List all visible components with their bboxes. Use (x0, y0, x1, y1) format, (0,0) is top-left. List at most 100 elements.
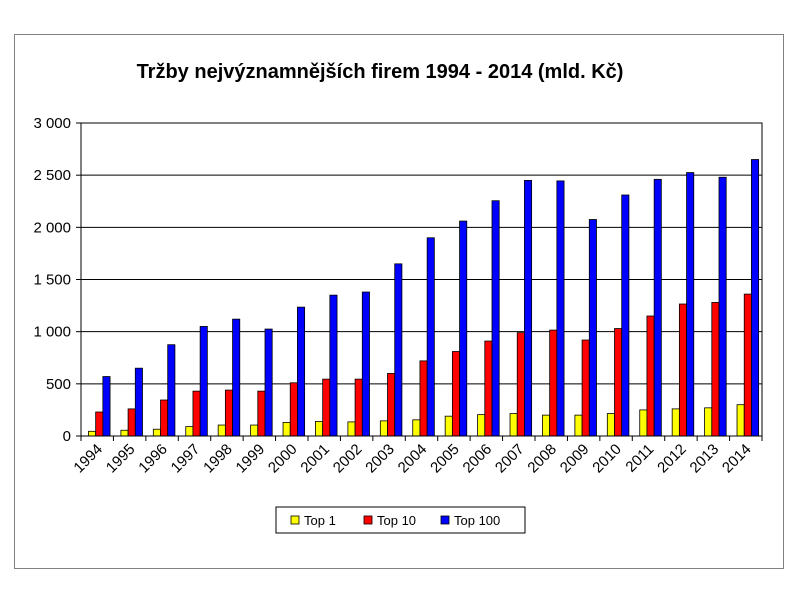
x-axis-ticks: 1994199519961997199819992000200120022003… (70, 436, 763, 477)
y-tick-label: 500 (46, 376, 71, 393)
bar-top-10-1994 (95, 411, 104, 437)
bar-top-1-2003 (379, 420, 388, 437)
bar-top-100-1996 (167, 344, 176, 437)
bar-top-1-2000 (282, 422, 291, 437)
bar-top-1-2014 (736, 404, 745, 437)
bar-top-10-2014 (743, 293, 752, 437)
bar-top-10-2011 (646, 315, 655, 437)
x-tick-label: 1995 (103, 441, 139, 477)
bar-top-10-2010 (614, 328, 623, 437)
bar-top-10-2006 (484, 340, 493, 437)
bar-top-10-2002 (354, 378, 363, 437)
x-tick-label: 2000 (265, 441, 301, 477)
x-tick-label: 1999 (233, 441, 269, 477)
x-tick-label: 2013 (687, 441, 723, 477)
bar-top-100-2008 (556, 180, 565, 437)
bar-top-100-1994 (102, 376, 111, 437)
bar-top-100-2001 (329, 294, 338, 437)
bar-top-1-1998 (217, 424, 226, 437)
x-tick-label: 2014 (719, 441, 755, 477)
x-tick-label: 1996 (135, 441, 171, 477)
x-tick-label: 2010 (589, 441, 625, 477)
bar-top-100-2003 (394, 263, 403, 437)
x-tick-label: 2007 (492, 441, 528, 477)
y-tick-label: 0 (63, 428, 71, 445)
x-tick-label: 2002 (330, 441, 366, 477)
x-tick-label: 2003 (362, 441, 398, 477)
legend-label: Top 10 (377, 513, 416, 528)
x-tick-label: 2005 (427, 441, 463, 477)
y-tick-label: 1 500 (33, 272, 71, 289)
bar-top-10-2013 (711, 302, 720, 437)
x-tick-label: 2006 (460, 441, 496, 477)
bar-top-10-2012 (678, 303, 687, 437)
bar-top-1-2004 (412, 419, 421, 437)
bar-top-10-1999 (257, 390, 266, 437)
bar-top-100-1997 (199, 326, 208, 437)
x-tick-label: 1994 (70, 441, 106, 477)
bar-top-100-1995 (134, 367, 143, 437)
bar-top-1-2010 (606, 413, 615, 437)
bar-top-100-2007 (524, 179, 533, 437)
bar-top-1-2009 (574, 414, 583, 437)
bar-top-10-1995 (127, 408, 136, 437)
legend-swatch (440, 515, 450, 525)
bar-top-1-2012 (671, 408, 680, 437)
bar-top-100-2000 (297, 306, 306, 437)
bar-top-100-2004 (426, 237, 435, 437)
bar-top-10-1998 (224, 389, 233, 437)
bar-top-100-2005 (459, 220, 468, 437)
bar-top-10-1997 (192, 390, 201, 437)
bar-top-10-2004 (419, 360, 428, 437)
bar-top-1-2001 (315, 420, 324, 437)
x-tick-label: 1997 (168, 441, 204, 477)
legend-label: Top 100 (454, 513, 500, 528)
bar-top-10-2003 (387, 372, 396, 437)
chart-title: Tržby nejvýznamnějších firem 1994 - 2014… (137, 61, 624, 83)
bar-top-10-1996 (160, 399, 169, 437)
bar-top-1-2013 (704, 407, 713, 437)
bar-top-10-2000 (289, 382, 298, 437)
bar-top-10-2005 (451, 351, 460, 437)
bar-top-10-2007 (516, 332, 525, 437)
x-tick-label: 1998 (200, 441, 236, 477)
legend-box (275, 506, 526, 534)
bar-top-100-2012 (686, 172, 695, 437)
y-tick-label: 3 000 (33, 115, 71, 132)
bar-top-100-2006 (491, 200, 500, 437)
bar-top-10-2009 (581, 339, 590, 437)
bar-top-100-2010 (621, 194, 630, 437)
bar-top-100-1999 (264, 328, 273, 437)
y-tick-label: 2 500 (33, 167, 71, 184)
bar-top-100-2009 (588, 219, 597, 437)
bar-top-100-1998 (232, 318, 241, 437)
bar-top-1-1995 (120, 429, 129, 437)
legend-swatch (290, 515, 300, 525)
bar-top-100-2002 (361, 291, 370, 437)
bar-top-1-1994 (88, 430, 97, 437)
bar-top-100-2011 (653, 178, 662, 437)
legend-label: Top 1 (304, 513, 336, 528)
bars (88, 159, 760, 437)
bar-top-1-1999 (250, 424, 259, 437)
bar-top-1-1997 (185, 426, 194, 437)
bar-top-1-2007 (509, 413, 518, 437)
bar-top-1-2006 (477, 414, 486, 437)
bar-top-100-2014 (751, 159, 760, 437)
legend-swatch (363, 515, 373, 525)
bar-top-10-2008 (549, 329, 558, 437)
bar-top-1-2005 (444, 415, 453, 437)
bar-top-1-2002 (347, 421, 356, 437)
bar-top-10-2001 (322, 378, 331, 437)
x-tick-label: 2009 (557, 441, 593, 477)
y-tick-label: 1 000 (33, 324, 71, 341)
bar-top-100-2013 (718, 176, 727, 437)
bar-top-1-2011 (639, 409, 648, 437)
x-tick-label: 2012 (654, 441, 690, 477)
legend: Top 1 Top 10 Top 100 (275, 506, 526, 534)
bar-top-1-2008 (542, 414, 551, 437)
x-tick-label: 2004 (395, 441, 431, 477)
x-tick-label: 2001 (297, 441, 333, 477)
y-axis-ticks: 0 500 1 000 1 500 2 000 2 500 3 000 (33, 115, 81, 445)
